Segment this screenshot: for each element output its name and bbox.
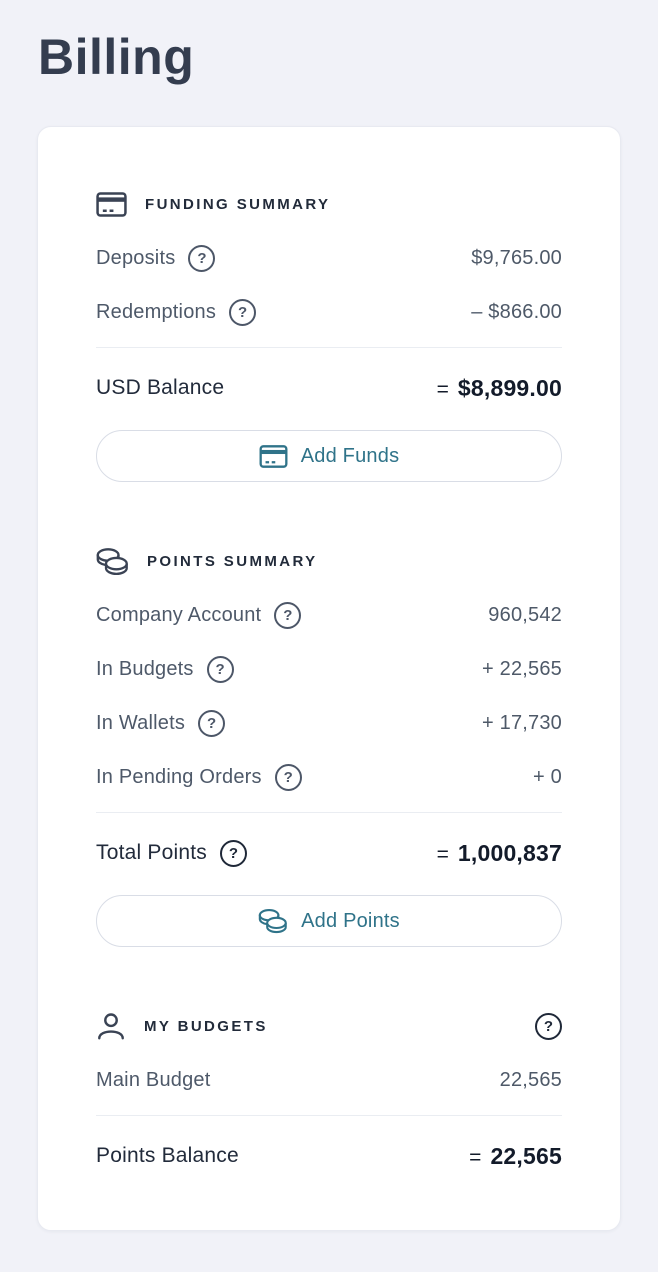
section-title: Funding Summary <box>145 195 331 213</box>
total-amount: 1,000,837 <box>457 839 562 866</box>
coins-icon <box>258 908 288 934</box>
help-icon[interactable]: ? <box>206 655 234 683</box>
row-label: In Wallets <box>96 711 186 734</box>
section-title: My Budgets <box>144 1017 268 1035</box>
total-value: = 1,000,837 <box>437 840 562 867</box>
total-value: = $8,899.00 <box>437 375 562 402</box>
divider <box>96 1115 562 1116</box>
total-label: Total Points <box>96 841 207 864</box>
total-row-usd-balance: USD Balance = $8,899.00 <box>96 356 562 420</box>
my-budgets-header: My Budgets ? <box>96 1011 562 1041</box>
equals-sign: = <box>436 842 449 866</box>
funding-summary-header: Funding Summary <box>96 189 562 219</box>
row-value: + 0 <box>533 765 562 788</box>
my-budgets-help-icon[interactable]: ? <box>535 1012 562 1040</box>
page-title: Billing <box>38 29 195 85</box>
coins-icon <box>96 547 129 576</box>
divider <box>96 347 562 348</box>
total-amount: $8,899.00 <box>457 374 562 401</box>
row-value: + 17,730 <box>481 711 562 734</box>
total-label: USD Balance <box>96 376 225 399</box>
points-summary-header: Points Summary <box>96 546 562 576</box>
row-label: In Pending Orders <box>96 765 262 788</box>
row-in-budgets: In Budgets ? + 22,565 <box>96 642 562 696</box>
row-deposits: Deposits ? $9,765.00 <box>96 231 562 285</box>
row-main-budget: Main Budget 22,565 <box>96 1053 562 1107</box>
row-label: Main Budget <box>96 1068 211 1091</box>
total-value: = 22,565 <box>469 1143 562 1170</box>
add-funds-button[interactable]: Add Funds <box>96 430 562 482</box>
help-icon[interactable]: ? <box>274 601 302 629</box>
section-title: Points Summary <box>147 552 318 570</box>
row-label: Company Account <box>96 603 262 626</box>
total-row-total-points: Total Points ? = 1,000,837 <box>96 821 562 885</box>
total-amount: 22,565 <box>490 1142 562 1169</box>
funding-summary-section: Funding Summary Deposits ? $9,765.00 Red… <box>96 189 562 482</box>
add-points-button[interactable]: Add Points <box>96 895 562 947</box>
credit-card-icon <box>96 191 127 217</box>
total-label: Points Balance <box>96 1144 239 1167</box>
row-value: + 22,565 <box>481 657 562 680</box>
add-points-button-label: Add Points <box>301 909 400 932</box>
row-company-account: Company Account ? 960,542 <box>96 588 562 642</box>
my-budgets-section: My Budgets ? Main Budget 22,565 Points B… <box>96 1011 562 1188</box>
credit-card-icon <box>259 444 288 468</box>
total-row-points-balance: Points Balance = 22,565 <box>96 1124 562 1188</box>
row-value: $9,765.00 <box>471 246 562 269</box>
row-in-wallets: In Wallets ? + 17,730 <box>96 696 562 750</box>
help-icon[interactable]: ? <box>198 709 226 737</box>
row-value: – $866.00 <box>471 300 562 323</box>
equals-sign: = <box>469 1145 482 1169</box>
row-in-pending-orders: In Pending Orders ? + 0 <box>96 750 562 804</box>
help-icon[interactable]: ? <box>188 244 216 272</box>
divider <box>96 812 562 813</box>
person-icon <box>96 1012 126 1041</box>
help-icon[interactable]: ? <box>229 298 257 326</box>
help-icon[interactable]: ? <box>219 839 247 867</box>
row-label: In Budgets <box>96 657 194 680</box>
row-label: Redemptions <box>96 300 217 323</box>
row-label: Deposits <box>96 246 176 269</box>
equals-sign: = <box>436 377 449 401</box>
row-value: 22,565 <box>499 1068 562 1091</box>
billing-summary-card: Funding Summary Deposits ? $9,765.00 Red… <box>37 126 621 1231</box>
points-summary-section: Points Summary Company Account ? 960,542… <box>96 546 562 947</box>
row-redemptions: Redemptions ? – $866.00 <box>96 285 562 339</box>
help-icon[interactable]: ? <box>274 763 302 791</box>
add-funds-button-label: Add Funds <box>300 444 400 467</box>
row-value: 960,542 <box>488 603 562 626</box>
